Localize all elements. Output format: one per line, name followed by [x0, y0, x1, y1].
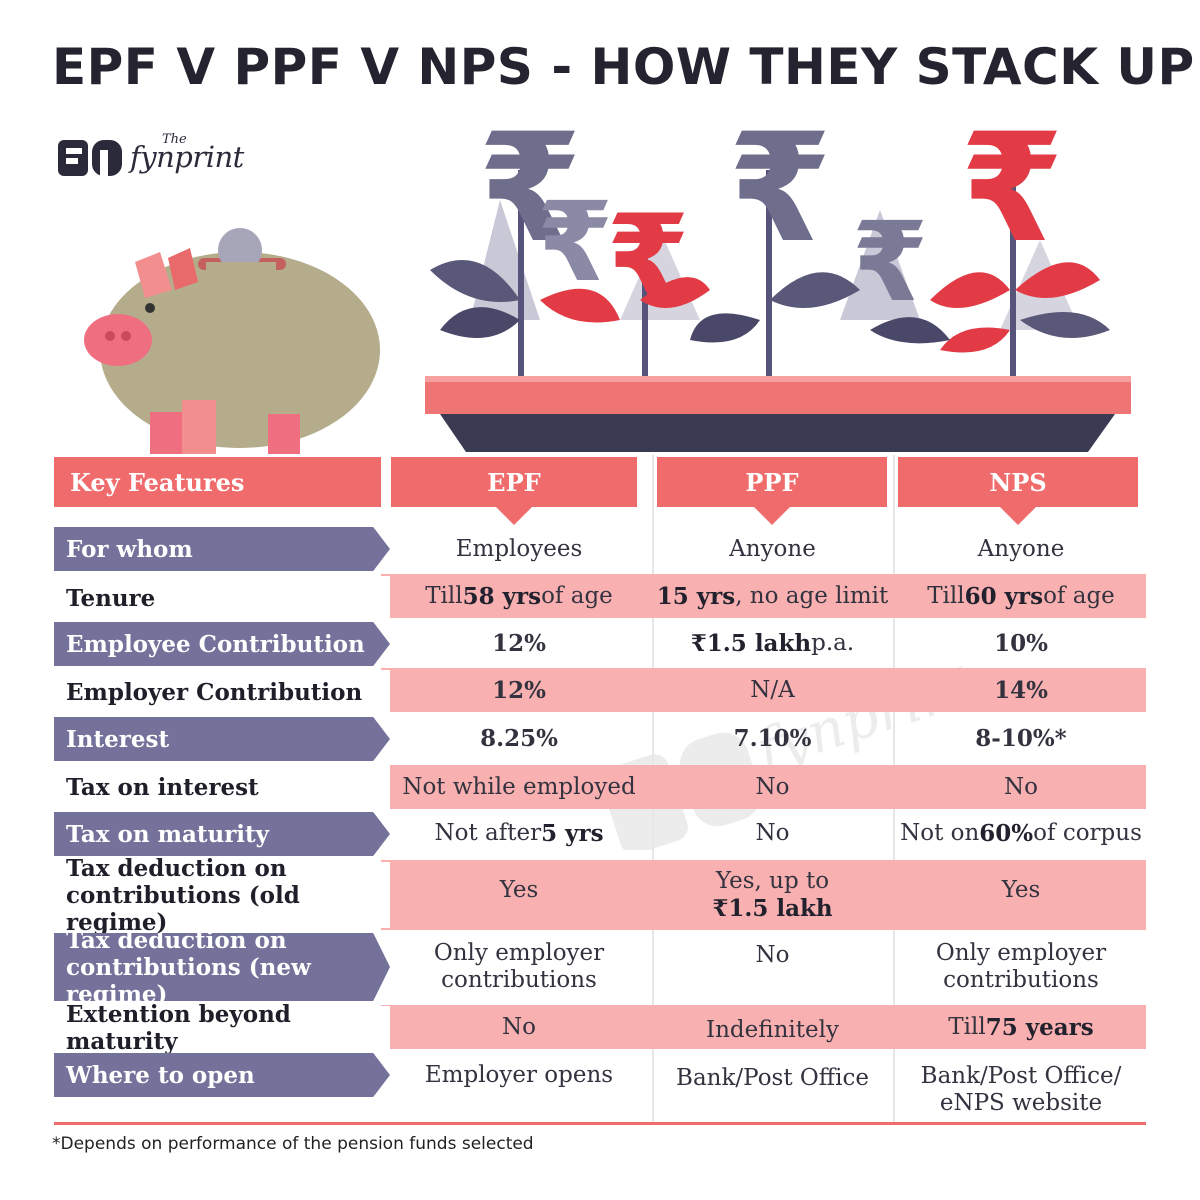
piggy-bank-icon [84, 228, 380, 454]
cell-epf: 12% [492, 676, 546, 704]
row-band [381, 574, 1146, 618]
cell-nps: 8-10%* [975, 724, 1067, 752]
row-label-for-whom: For whom [54, 527, 390, 571]
cell-epf: 8.25% [480, 724, 558, 752]
plant-bed-icon [430, 170, 1110, 380]
row-label-tax-on-interest: Tax on interest [54, 765, 390, 809]
row-band [381, 860, 1146, 930]
cell-nps: Not on 60% of corpus [900, 819, 1142, 847]
svg-text:₹: ₹ [960, 110, 1064, 276]
cell-epf: Not after 5 yrs [434, 819, 604, 847]
cell-epf: Employees [455, 535, 583, 562]
header-ppf: PPF [657, 457, 887, 525]
cell-ppf: N/A [750, 676, 795, 703]
planter-box-icon [425, 376, 1131, 452]
svg-text:₹: ₹ [728, 110, 832, 276]
cell-epf: No [502, 1013, 536, 1040]
row-label-where-to-open: Where to open [54, 1053, 390, 1097]
cell-epf: Not while employed [402, 773, 636, 800]
cell-ppf: No [755, 819, 790, 846]
row-band [381, 668, 1146, 712]
rupee-symbols-icon: ₹ ₹ ₹ ₹ ₹ ₹ [478, 110, 1064, 329]
row-label-employer-contribution: Employer Contribution [54, 670, 390, 714]
cell-ppf: Anyone [729, 535, 816, 562]
row-label-tax-on-maturity: Tax on maturity [54, 812, 390, 856]
cell-nps: Only employer contributions [935, 940, 1107, 993]
cell-ppf: 7.10% [733, 724, 812, 752]
page-title: EPF V PPF V NPS - HOW THEY STACK UP [52, 38, 1195, 96]
cell-epf: Yes [499, 876, 539, 903]
cell-epf: 12% [492, 629, 546, 657]
row-band [381, 1005, 1146, 1049]
row-label-tenure: Tenure [54, 576, 390, 620]
savings-illustration: ₹ ₹ ₹ ₹ ₹ ₹ [84, 110, 1131, 454]
cell-ppf: No [755, 941, 790, 968]
cell-epf: Only employer contributions [433, 940, 605, 993]
row-label-employee-contribution: Employee Contribution [54, 622, 390, 666]
cell-ppf: Bank/Post Office [676, 1064, 869, 1091]
svg-text:₹: ₹ [537, 178, 614, 306]
cell-nps: 14% [994, 676, 1048, 704]
logo-wordmark: fynprint [130, 140, 244, 174]
svg-text:₹: ₹ [852, 198, 929, 326]
cell-nps: No [1004, 773, 1038, 800]
cell-nps: Till 75 years [948, 1013, 1094, 1041]
cell-nps: Till 60 yrs of age [927, 582, 1115, 610]
fynprint-logo-icon [58, 140, 122, 176]
table-bottom-rule [54, 1122, 1146, 1125]
cell-ppf: 15 yrs, no age limit [656, 582, 889, 610]
brand-logo: The fynprint [58, 130, 258, 186]
header-key-features: Key Features [54, 457, 381, 507]
header-nps: NPS [898, 457, 1138, 525]
footnote: *Depends on performance of the pension f… [52, 1134, 534, 1154]
cell-epf: Till 58 yrs of age [425, 582, 613, 610]
cell-ppf: Yes, up to ₹1.5 lakh [712, 868, 833, 922]
svg-text:₹: ₹ [606, 190, 690, 329]
svg-text:₹: ₹ [478, 110, 582, 276]
cell-nps: Bank/Post Office/eNPS website [920, 1063, 1122, 1116]
cell-nps: 10% [994, 629, 1048, 657]
row-label-extension-beyond-maturity: Extention beyond maturity [54, 1001, 390, 1055]
row-band [381, 765, 1146, 809]
cell-ppf: Indefinitely [706, 1016, 839, 1043]
cell-ppf: No [755, 773, 790, 800]
cell-nps: Anyone [977, 535, 1065, 562]
row-label-tax-deduction-old-regime: Tax deduction on contributions (old regim… [54, 855, 390, 936]
cell-epf: Employer opens [424, 1061, 614, 1088]
cell-ppf: ₹1.5 lakh p.a. [690, 629, 855, 657]
header-epf: EPF [391, 457, 637, 525]
logo-the-text: The [162, 132, 187, 147]
cell-nps: Yes [1001, 876, 1041, 903]
row-label-tax-deduction-new-regime: Tax deduction on contributions (new regim… [54, 933, 390, 1001]
row-label-interest: Interest [54, 717, 390, 761]
